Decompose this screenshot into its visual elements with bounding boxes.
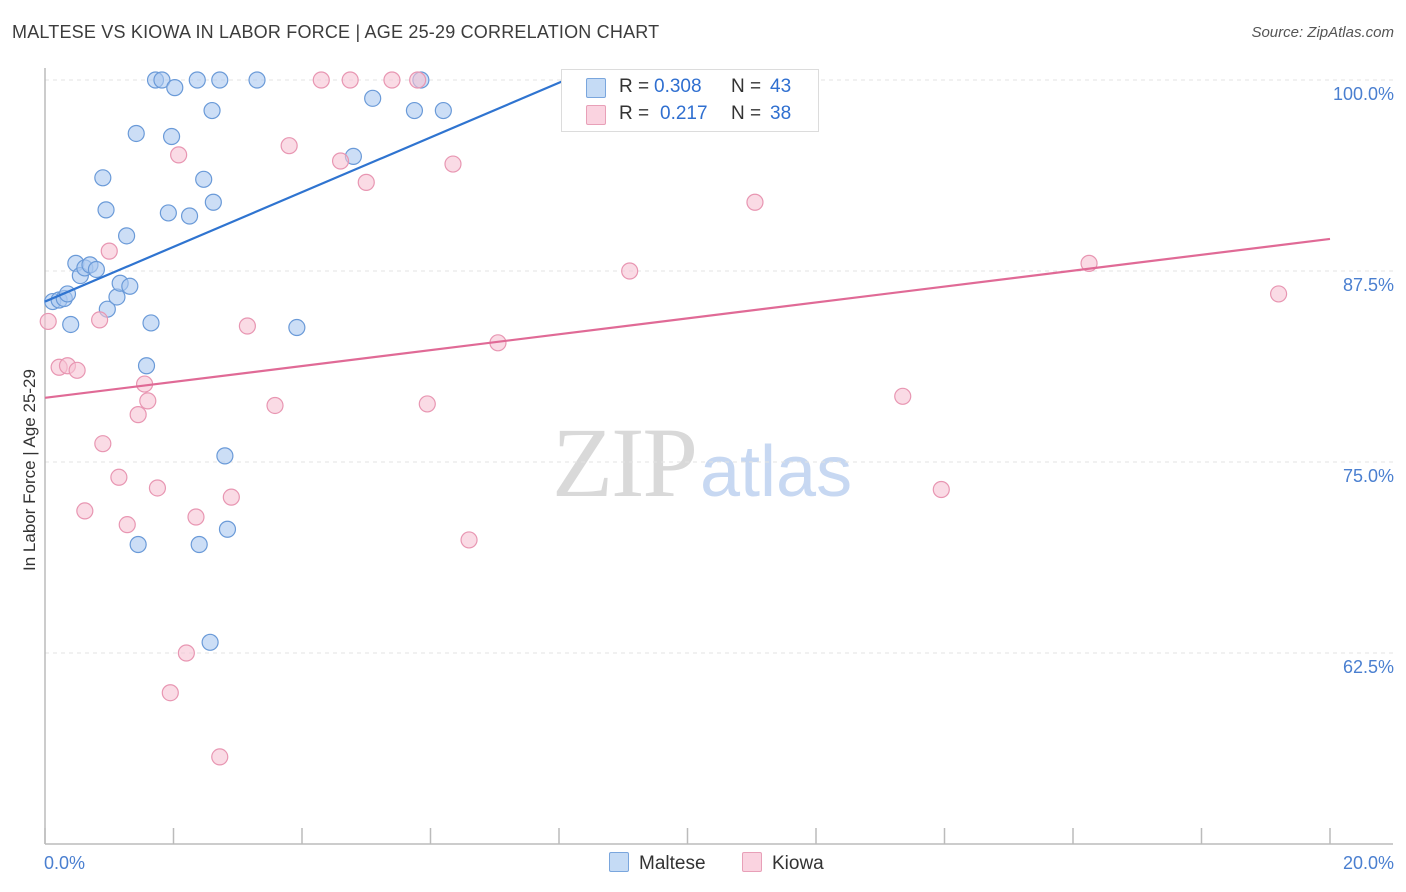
maltese-point [121,277,139,295]
kiowa-point [266,396,284,415]
maltese-point [87,260,106,279]
kiowa-point [331,152,350,170]
maltese-point [218,520,237,538]
y-tick-label: 87.5% [1342,275,1394,295]
maltese-point [190,535,208,554]
y-tick-label: 75.0% [1342,466,1394,486]
legend-item-maltese[interactable]: Maltese [609,852,706,875]
y-axis-title: In Labor Force | Age 25-29 [20,369,39,571]
grid-layer [45,79,1393,654]
kiowa-legend-label: Kiowa [772,853,824,874]
maltese-point [137,357,156,375]
maltese-point [204,193,222,211]
kiowa-point [444,155,462,173]
kiowa-point [100,242,118,260]
maltese-point [180,207,199,225]
kiowa-point [211,748,229,766]
kiowa-point [68,361,86,379]
maltese-point [127,124,145,143]
maltese-n-value: 43 [770,76,792,97]
kiowa-point [91,311,109,329]
kiowa-point [170,146,188,164]
kiowa-point [621,262,639,280]
kiowa-point [746,193,764,211]
kiowa-trend-line [44,237,1331,399]
kiowa-point [129,406,147,424]
maltese-point [434,101,452,120]
kiowa-point [161,684,179,702]
maltese-legend-swatch [609,852,629,872]
maltese-r-value: 0.308 [654,76,702,97]
kiowa-n-label: N = [731,103,762,124]
maltese-point [94,169,112,187]
maltese-point [201,633,219,651]
correlation-legend: R = 0.308 N = 43 R = 0.217 N = 38 [561,69,819,132]
kiowa-point [76,502,94,520]
maltese-point [364,89,382,107]
kiowa-point [238,317,256,335]
maltese-point [195,170,213,188]
x-tick-label: 0.0% [44,853,86,873]
kiowa-point [418,395,436,413]
kiowa-swatch [586,105,606,125]
y-tick-label: 62.5% [1342,657,1394,677]
maltese-point [248,71,266,89]
kiowa-point [280,137,298,155]
legend-item-kiowa[interactable]: Kiowa [742,852,824,875]
kiowa-legend-swatch [742,852,762,872]
maltese-points [44,71,452,651]
maltese-point [117,227,136,245]
kiowa-point [341,71,359,89]
kiowa-point [1269,285,1288,303]
maltese-point [188,71,206,89]
kiowa-point [894,387,912,405]
maltese-point [288,318,306,337]
maltese-point [166,79,184,97]
axis-layer [44,68,1393,845]
maltese-point [97,201,115,219]
maltese-point [62,315,80,334]
maltese-point [142,314,160,332]
trend-layer [44,78,1331,399]
maltese-trend-line [44,78,566,303]
kiowa-r-value: 0.217 [660,103,708,124]
kiowa-point [932,480,950,499]
maltese-point [405,101,424,120]
series-legend: Maltese Kiowa [0,852,1406,878]
kiowa-point [357,173,375,191]
maltese-point [153,71,171,89]
maltese-point [129,535,147,554]
x-tick-label: 20.0% [1342,853,1394,873]
kiowa-point [312,71,330,89]
kiowa-point [94,435,112,453]
maltese-point [216,447,234,465]
y-tick-label: 100.0% [1332,84,1394,104]
source-label: Source: ZipAtlas.com [1251,24,1394,41]
kiowa-point [110,468,128,486]
kiowa-point [139,392,157,410]
maltese-legend-label: Maltese [639,853,706,874]
kiowa-point [177,644,195,662]
kiowa-point [148,479,167,497]
chart-title: MALTESE VS KIOWA IN LABOR FORCE | AGE 25… [12,22,660,42]
kiowa-points [39,71,1288,766]
kiowa-point [222,488,240,506]
kiowa-point [39,312,57,331]
maltese-swatch [586,78,606,98]
maltese-point [162,127,181,146]
maltese-r-label: R = [619,76,650,97]
kiowa-point [118,516,136,534]
maltese-n-label: N = [731,76,762,97]
kiowa-n-value: 38 [770,103,792,124]
kiowa-point [383,71,401,89]
maltese-point [211,71,229,89]
kiowa-point [409,71,427,89]
watermark-atlas: atlas [700,432,853,512]
kiowa-point [187,508,205,526]
maltese-point [203,101,221,120]
maltese-point [159,204,177,222]
kiowa-r-label: R = [619,103,650,124]
kiowa-point [460,531,478,549]
